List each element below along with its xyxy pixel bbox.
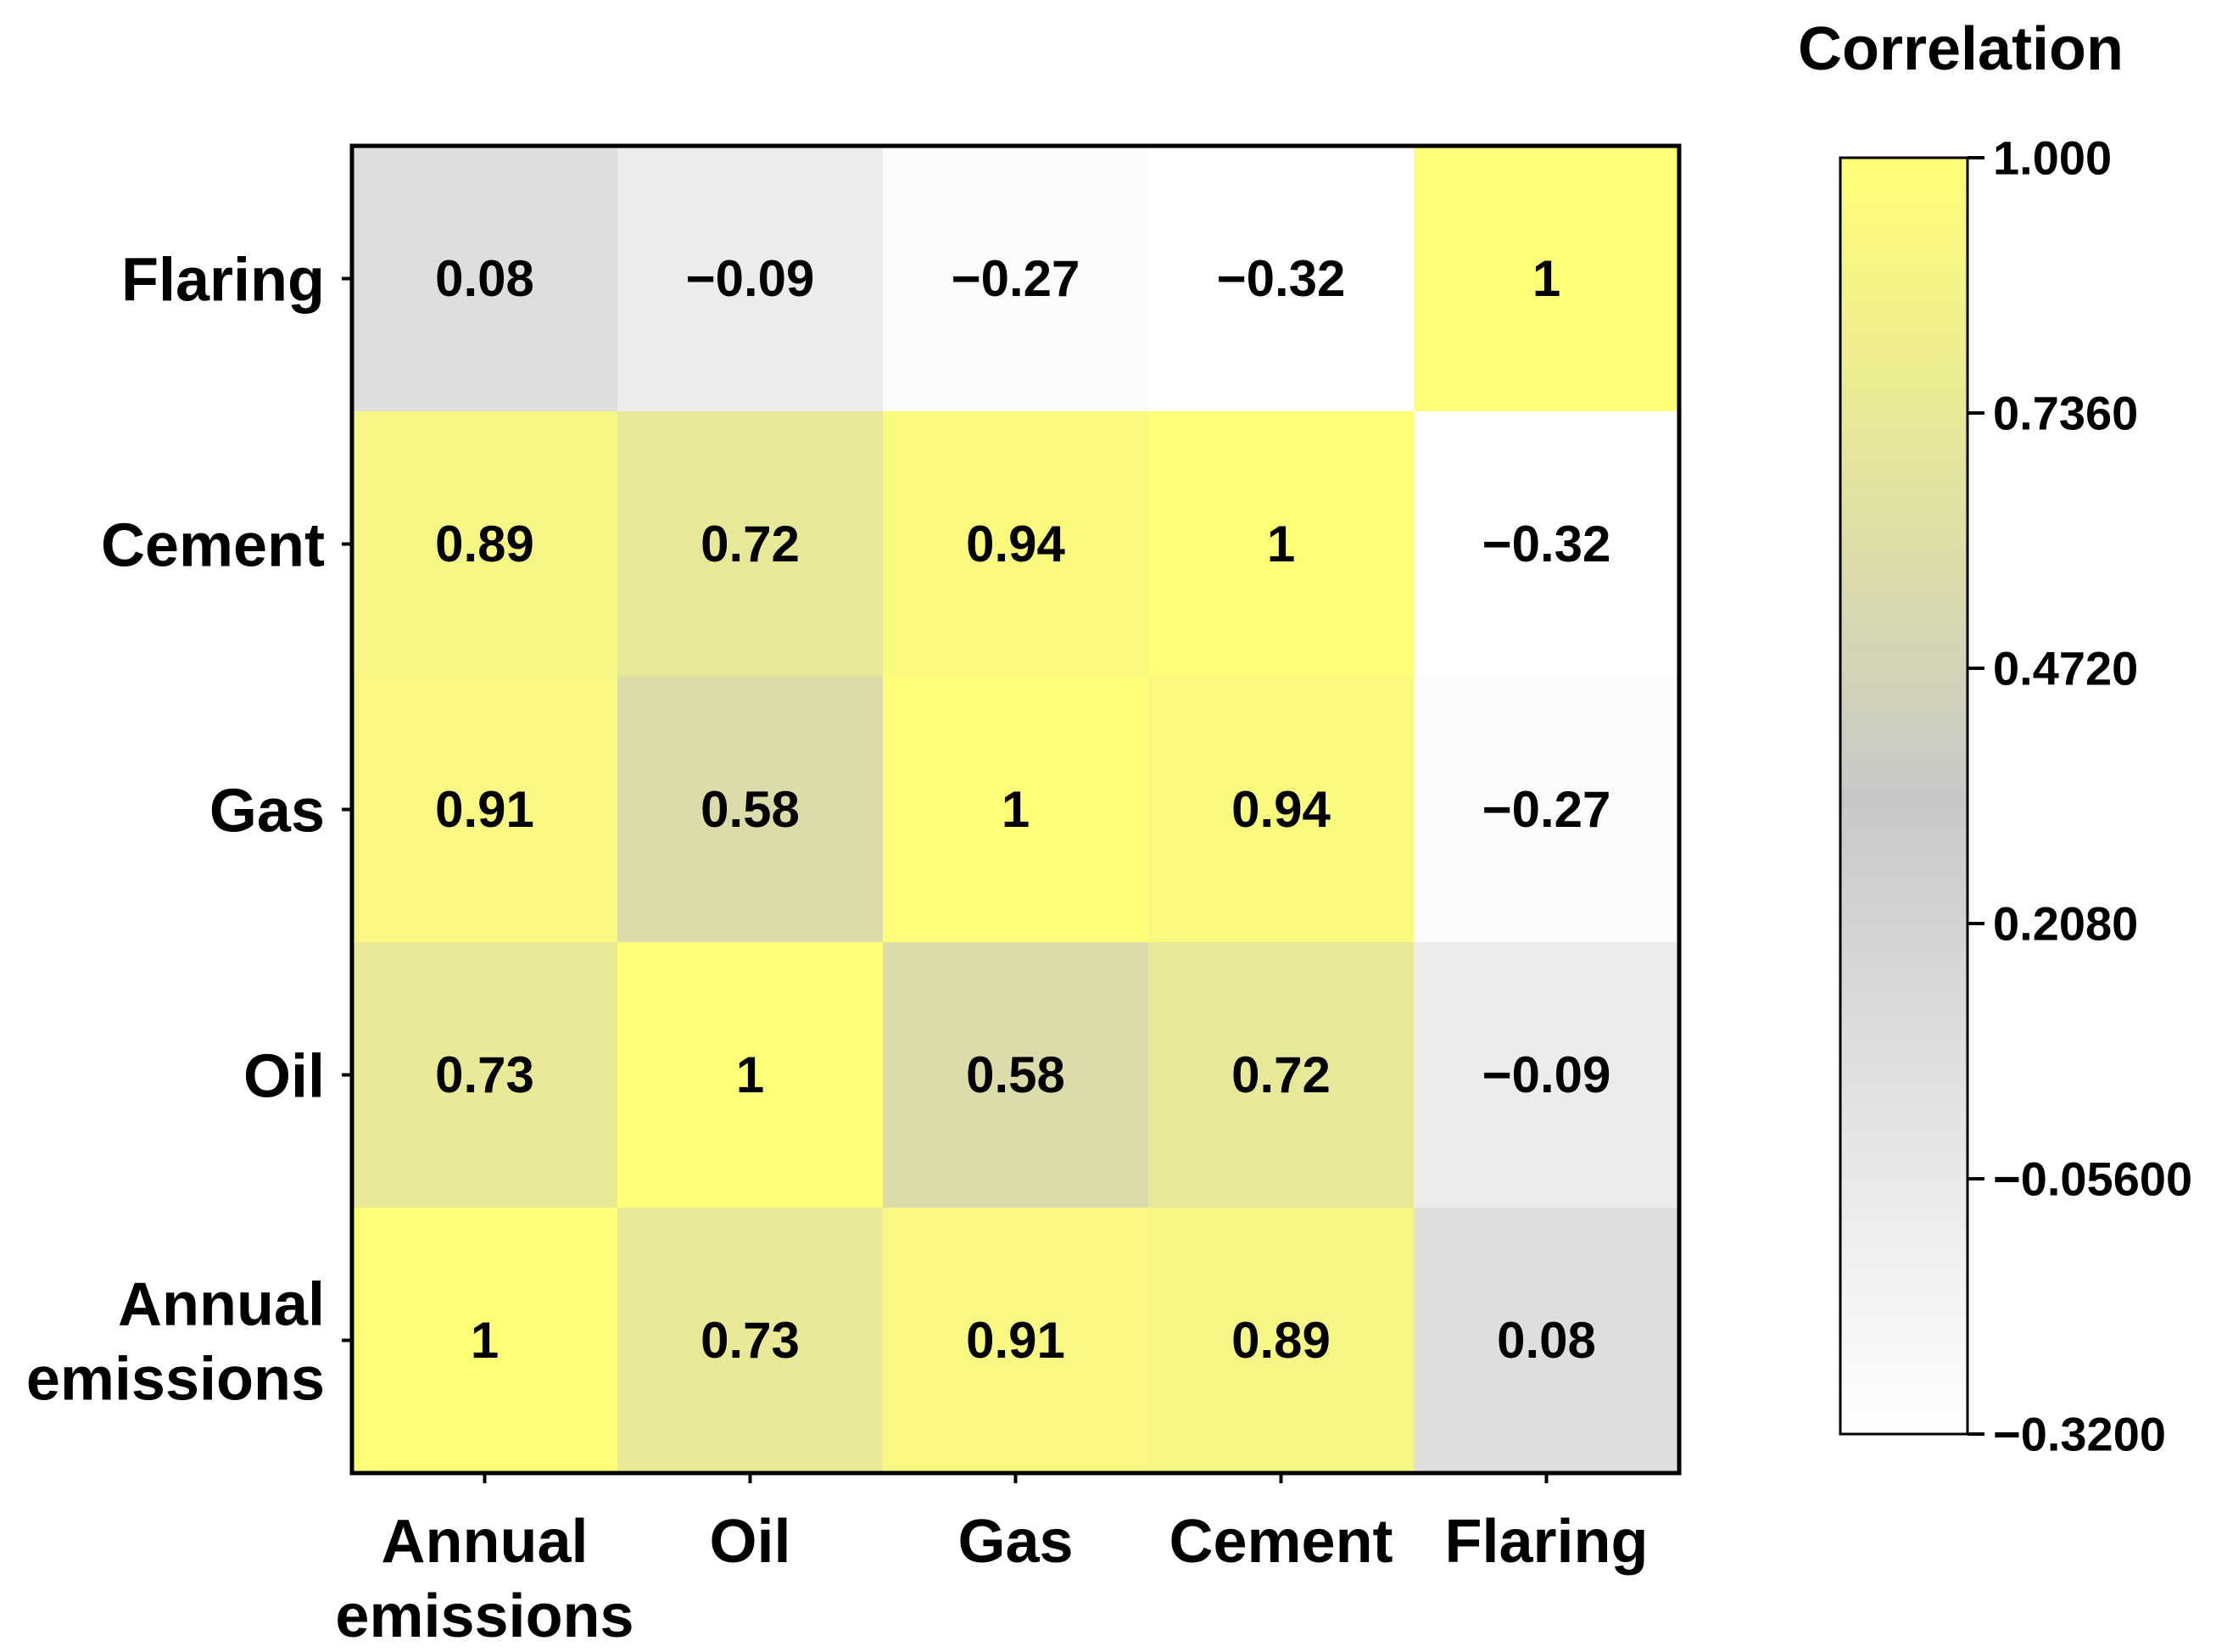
heatmap-cell bbox=[617, 411, 884, 678]
colorbar: Correlation 1.000 0.7360 0.4720 0.2080 −0.05… bbox=[1798, 15, 2192, 1461]
colorbar-tick-label: 0.4720 bbox=[1993, 642, 2138, 695]
heatmap-cell-labels: 0.08 −0.09 −0.27 −0.32 1 0.89 0.72 0.94 1 −0.32 0.… bbox=[435, 250, 1610, 1369]
cell-value-label: 0.08 bbox=[1497, 1312, 1596, 1369]
cell-value-label: 1 bbox=[1002, 781, 1030, 838]
x-tick-label: Oil bbox=[709, 1508, 790, 1576]
heatmap-cell bbox=[883, 146, 1149, 412]
colorbar-title: Correlation bbox=[1798, 15, 2124, 83]
heatmap-cell bbox=[1148, 1208, 1415, 1474]
cell-value-label: −0.09 bbox=[1482, 1046, 1611, 1103]
colorbar-gradient bbox=[1839, 156, 1969, 1436]
cell-value-label: 0.73 bbox=[701, 1312, 800, 1369]
heatmap-cell bbox=[883, 942, 1149, 1208]
cell-value-label: 0.72 bbox=[1231, 1046, 1331, 1103]
heatmap-cell bbox=[1148, 677, 1415, 943]
heatmap-cell bbox=[883, 677, 1149, 943]
cell-value-label: 0.91 bbox=[966, 1312, 1065, 1369]
cell-value-label: −0.09 bbox=[686, 250, 815, 307]
heatmap-cells bbox=[352, 146, 1680, 1474]
cell-value-label: −0.27 bbox=[952, 250, 1080, 307]
heatmap-cell bbox=[352, 411, 618, 678]
heatmap-cell bbox=[617, 146, 884, 412]
cell-value-label: 0.58 bbox=[701, 781, 800, 838]
heatmap-cell bbox=[617, 1208, 884, 1474]
cell-value-label: −0.32 bbox=[1482, 516, 1611, 572]
colorbar-tick-label: −0.05600 bbox=[1993, 1152, 2192, 1206]
cell-value-label: 0.08 bbox=[435, 250, 534, 307]
heatmap-cell bbox=[1148, 942, 1415, 1208]
heatmap-cell bbox=[352, 677, 618, 943]
cell-value-label: 0.89 bbox=[435, 516, 534, 572]
cell-value-label: 1 bbox=[736, 1046, 764, 1103]
cell-value-label: 0.72 bbox=[701, 516, 800, 572]
heatmap-cell bbox=[352, 1208, 618, 1474]
heatmap-cell bbox=[883, 1208, 1149, 1474]
y-tick-label: Flaring bbox=[121, 247, 325, 315]
heatmap-cell bbox=[352, 942, 618, 1208]
heatmap-cell bbox=[1414, 677, 1680, 943]
colorbar-ticks: 1.000 0.7360 0.4720 0.2080 −0.05600 −0.3200 bbox=[1968, 131, 2192, 1461]
y-tick-label: Cement bbox=[101, 512, 325, 580]
cell-value-label: 1 bbox=[1267, 516, 1295, 572]
heatmap-cell bbox=[1148, 146, 1415, 412]
x-tick-label: Annual emissions bbox=[335, 1508, 634, 1650]
heatmap-cell bbox=[1414, 411, 1680, 678]
heatmap-cell bbox=[883, 411, 1149, 678]
heatmap-cell bbox=[1414, 146, 1680, 412]
colorbar-tick-label: 0.2080 bbox=[1993, 897, 2138, 951]
cell-value-label: −0.27 bbox=[1482, 781, 1611, 838]
y-axis: Flaring Cement Gas Oil Annual emissions bbox=[26, 247, 352, 1414]
cell-value-label: −0.32 bbox=[1217, 250, 1346, 307]
x-axis: Annual emissions Oil Gas Cement Flaring bbox=[335, 1473, 1649, 1650]
cell-value-label: 1 bbox=[1532, 250, 1560, 307]
x-tick-label: Cement bbox=[1169, 1508, 1393, 1576]
cell-value-label: 0.89 bbox=[1231, 1312, 1331, 1369]
heatmap-cell bbox=[1414, 942, 1680, 1208]
cell-value-label: 1 bbox=[471, 1312, 499, 1369]
x-tick-label: Gas bbox=[957, 1508, 1073, 1576]
colorbar-tick-label: −0.3200 bbox=[1993, 1408, 2166, 1461]
heatmap-cell bbox=[1414, 1208, 1680, 1474]
colorbar-tick-label: 1.000 bbox=[1993, 131, 2112, 185]
cell-value-label: 0.94 bbox=[1231, 781, 1331, 838]
y-tick-label: Gas bbox=[209, 778, 325, 846]
cell-value-label: 0.91 bbox=[435, 781, 534, 838]
colorbar-tick-label: 0.7360 bbox=[1993, 387, 2138, 440]
cell-value-label: 0.58 bbox=[966, 1046, 1065, 1103]
heatmap-cell bbox=[617, 677, 884, 943]
heatmap-cell bbox=[1148, 411, 1415, 678]
y-tick-label: Annual emissions bbox=[26, 1271, 325, 1414]
cell-value-label: 0.94 bbox=[966, 516, 1065, 572]
heatmap-cell bbox=[617, 942, 884, 1208]
heatmap-cell bbox=[352, 146, 618, 412]
x-tick-label: Flaring bbox=[1444, 1508, 1648, 1576]
cell-value-label: 0.73 bbox=[435, 1046, 534, 1103]
y-tick-label: Oil bbox=[243, 1043, 325, 1111]
